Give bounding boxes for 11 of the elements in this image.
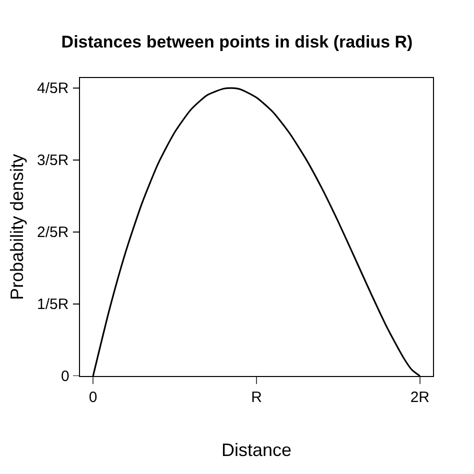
text: 2/5R <box>37 224 69 241</box>
y-axis-title: Probability density <box>7 154 28 300</box>
text: 0 <box>61 368 70 385</box>
text: 4/5R <box>37 80 69 97</box>
text: 1/5R <box>37 296 69 313</box>
chart-title: Distances between points in disk (radius R) <box>61 32 413 52</box>
x-tick-label: 2R <box>410 389 430 406</box>
x-tick-label: 0 <box>88 389 98 406</box>
x-tick-label: R <box>251 389 262 406</box>
x-axis-title: Distance <box>221 440 292 460</box>
text: 3/5R <box>37 152 69 169</box>
